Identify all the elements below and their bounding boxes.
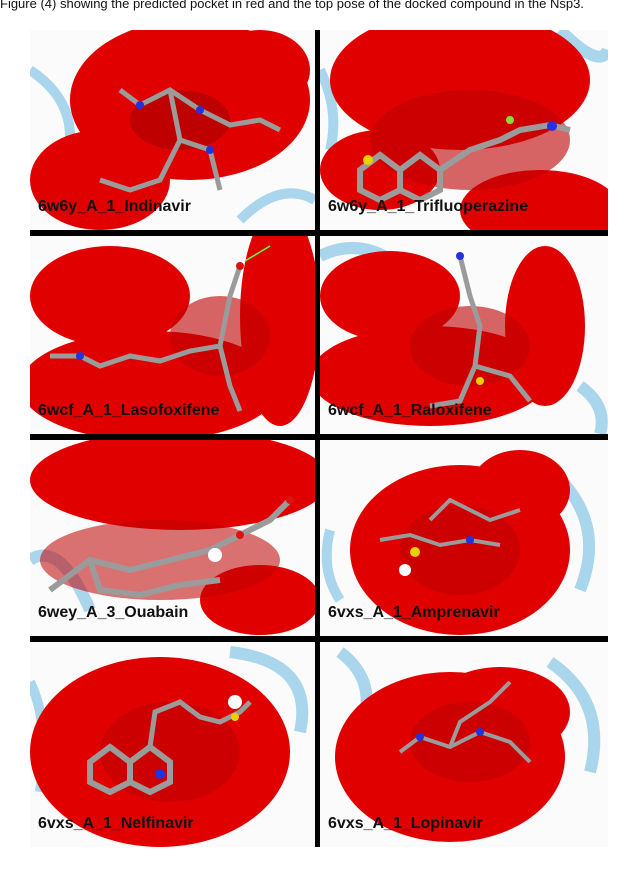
pocket-render-image (335, 647, 601, 842)
panel-raloxifene: 6wcf_A_1_Raloxifene (320, 236, 608, 434)
pocket-render-image (30, 646, 309, 847)
panel-trifluoperazine: 6w6y_A_1_Trifluoperazine (320, 30, 608, 230)
panel-indinavir: 6w6y_A_1_Indinavir (30, 30, 315, 230)
panel-label: 6vxs_A_1_Lopinavir (328, 815, 483, 832)
docking-figure-grid: 6w6y_A_1_Indinavir 6w6y_A_1_Trifluoperaz… (30, 30, 608, 847)
panel-amprenavir: 6vxs_A_1_Amprenavir (320, 440, 608, 636)
panel-lopinavir: 6vxs_A_1_Lopinavir (320, 642, 608, 847)
pocket-render-image (321, 450, 596, 635)
panel-label: 6vxs_A_1_Amprenavir (328, 604, 500, 621)
panel-label: 6w6y_A_1_Trifluoperazine (328, 198, 529, 215)
pocket-render-image (30, 236, 315, 434)
panel-ouabain: 6wey_A_3_Ouabain (30, 440, 315, 636)
panel-nelfinavir: 6vxs_A_1_Nelfinavir (30, 642, 315, 847)
panel-label: 6w6y_A_1_Indinavir (38, 198, 191, 215)
pocket-render-image (320, 30, 608, 230)
panel-label: 6wey_A_3_Ouabain (38, 604, 189, 621)
pocket-render-image (30, 30, 315, 230)
panel-label: 6wcf_A_1_Lasofoxifene (38, 402, 220, 419)
figure-caption: Figure (4) showing the predicted pocket … (0, 0, 584, 11)
panel-lasofoxifene: 6wcf_A_1_Lasofoxifene (30, 236, 315, 434)
pocket-render-image (30, 440, 315, 635)
pocket-render-image (320, 242, 608, 434)
panel-label: 6wcf_A_1_Raloxifene (328, 402, 492, 419)
panel-label: 6vxs_A_1_Nelfinavir (38, 815, 194, 832)
